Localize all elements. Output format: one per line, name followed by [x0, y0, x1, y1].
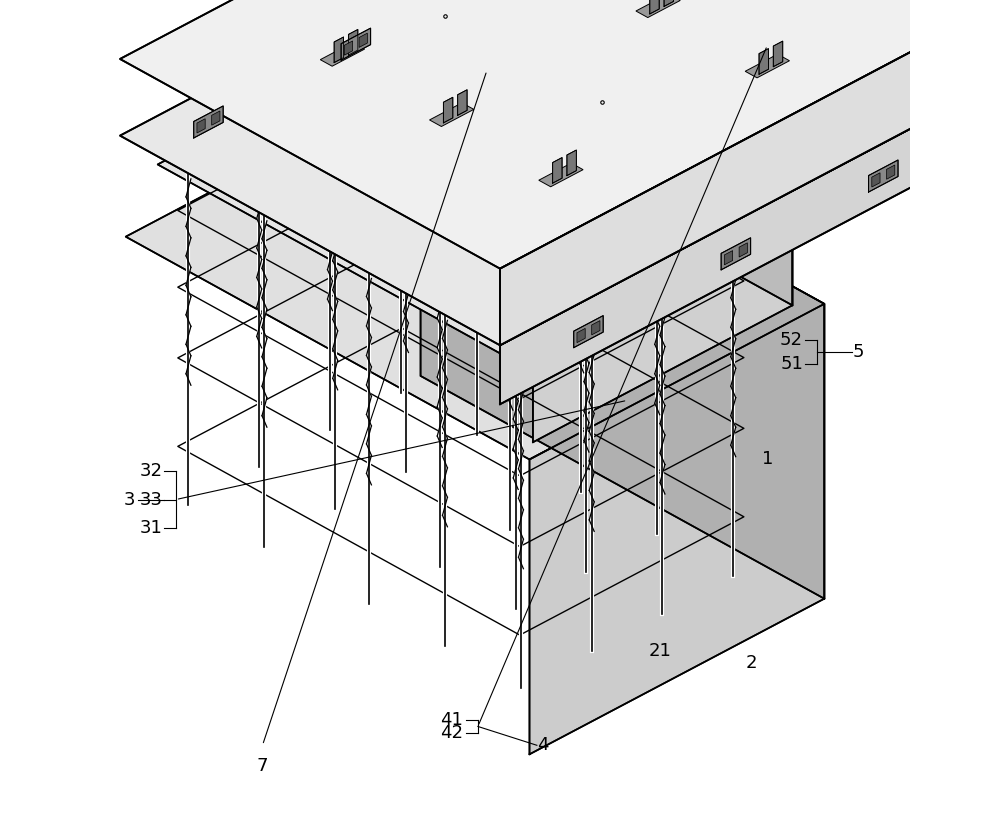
Polygon shape — [539, 163, 583, 187]
Polygon shape — [421, 81, 824, 599]
Polygon shape — [650, 0, 659, 14]
Polygon shape — [341, 28, 371, 61]
Text: 1: 1 — [762, 450, 773, 468]
Text: 5: 5 — [852, 343, 864, 361]
Text: 7: 7 — [257, 757, 268, 775]
Polygon shape — [158, 28, 792, 372]
Polygon shape — [721, 238, 751, 270]
Polygon shape — [194, 106, 223, 138]
Polygon shape — [320, 43, 365, 66]
Polygon shape — [887, 165, 895, 179]
Polygon shape — [636, 0, 680, 17]
Polygon shape — [567, 150, 576, 175]
Polygon shape — [745, 54, 789, 78]
Polygon shape — [869, 160, 898, 192]
Polygon shape — [773, 41, 783, 66]
Polygon shape — [120, 0, 1000, 346]
Polygon shape — [126, 81, 824, 459]
Polygon shape — [664, 0, 673, 7]
Text: 52: 52 — [780, 331, 803, 349]
Polygon shape — [500, 0, 1000, 346]
Text: 3: 3 — [123, 491, 135, 509]
Polygon shape — [430, 103, 474, 126]
Polygon shape — [197, 119, 205, 133]
Polygon shape — [529, 304, 824, 754]
Polygon shape — [334, 37, 344, 62]
Polygon shape — [592, 320, 600, 335]
Text: 42: 42 — [440, 724, 463, 742]
Polygon shape — [553, 157, 562, 183]
Polygon shape — [458, 90, 467, 115]
Polygon shape — [348, 29, 358, 55]
Polygon shape — [724, 251, 733, 265]
Text: 4: 4 — [537, 736, 548, 754]
Polygon shape — [951, 0, 1000, 24]
Text: 51: 51 — [780, 355, 803, 373]
Polygon shape — [443, 97, 453, 123]
Polygon shape — [344, 41, 353, 55]
Polygon shape — [212, 111, 220, 125]
Polygon shape — [417, 28, 792, 305]
Polygon shape — [739, 242, 747, 257]
Polygon shape — [577, 328, 585, 342]
Polygon shape — [759, 48, 768, 75]
Text: 41: 41 — [440, 711, 463, 729]
Polygon shape — [574, 315, 603, 348]
Text: 33: 33 — [140, 491, 163, 509]
Polygon shape — [359, 33, 367, 48]
Text: 2: 2 — [746, 654, 757, 672]
Text: 31: 31 — [140, 519, 163, 537]
Polygon shape — [500, 0, 1000, 405]
Text: 21: 21 — [649, 642, 672, 660]
Polygon shape — [533, 234, 792, 442]
Polygon shape — [120, 0, 1000, 269]
Text: 32: 32 — [140, 462, 163, 480]
Polygon shape — [872, 173, 880, 187]
